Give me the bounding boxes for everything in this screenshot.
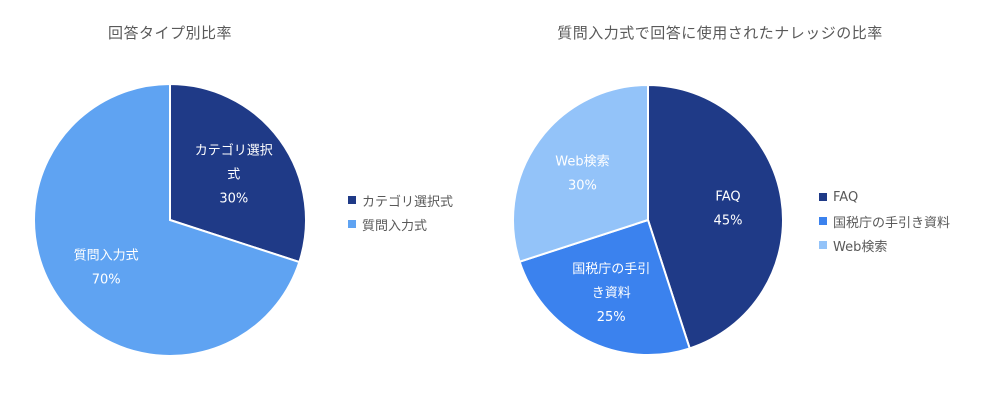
legend-label: Web検索 — [833, 239, 888, 255]
knowledge-source-pie-chart: 質問入力式で回答に使用されたナレッジの比率 FAQ 45% 国税庁の手引 き資料 25%… — [480, 0, 987, 407]
pie-slice — [512, 83, 649, 263]
pie-slice — [647, 83, 784, 350]
legend-swatch — [819, 217, 827, 225]
slice-data-label: FAQ — [715, 189, 740, 204]
legend-swatch — [348, 220, 356, 228]
slice-data-label: 国税庁の手引 — [572, 262, 650, 277]
slice-data-label: 30% — [219, 192, 248, 207]
legend-swatch — [348, 196, 356, 204]
slice-data-label: Web検索 — [555, 154, 609, 169]
slice-data-label: 30% — [568, 178, 597, 193]
legend-swatch — [819, 193, 827, 201]
slice-data-label: カテゴリ選択 — [195, 143, 273, 159]
slice-data-label: 質問入力式 — [74, 248, 139, 263]
legend-item-web-search: Web検索 — [819, 233, 950, 257]
chart-title: 回答タイプ別比率 — [107, 24, 232, 42]
slice-data-label: 式 — [227, 168, 240, 183]
legend-item-nta-guide: 国税庁の手引き資料 — [819, 209, 950, 233]
answer-type-pie-chart: 回答タイプ別比率 カテゴリ選択式 30% 質問入力式 70% カテゴリ選択式 質問入力… — [0, 0, 480, 407]
legend-label: FAQ — [833, 189, 859, 205]
slice-data-label: 25% — [597, 310, 626, 325]
pie-slice — [33, 82, 301, 357]
pie-plot: FAQ 45% 国税庁の手引き資料 25% Web検索 30% — [512, 83, 784, 356]
legend-item-question-input: 質問入力式 — [348, 212, 453, 236]
pie-slice — [169, 82, 307, 264]
legend-label: 国税庁の手引き資料 — [833, 215, 951, 231]
legend-swatch — [819, 241, 827, 249]
pie-slice — [518, 218, 691, 356]
legend-label: カテゴリ選択式 — [362, 194, 454, 210]
legend-item-faq: FAQ — [819, 185, 950, 209]
legend: FAQ 国税庁の手引き資料 Web検索 — [819, 185, 950, 257]
chart-title: 質問入力式で回答に使用されたナレッジの比率 — [557, 24, 883, 42]
slice-data-label: 45% — [714, 213, 743, 228]
slice-data-label: き資料 — [592, 286, 631, 301]
pie-plot: カテゴリ選択式 30% 質問入力式 70% — [33, 82, 307, 357]
legend: カテゴリ選択式 質問入力式 — [348, 188, 453, 236]
legend-label: 質問入力式 — [362, 218, 428, 234]
legend-item-category-select: カテゴリ選択式 — [348, 188, 453, 212]
slice-data-label: 70% — [92, 272, 121, 287]
